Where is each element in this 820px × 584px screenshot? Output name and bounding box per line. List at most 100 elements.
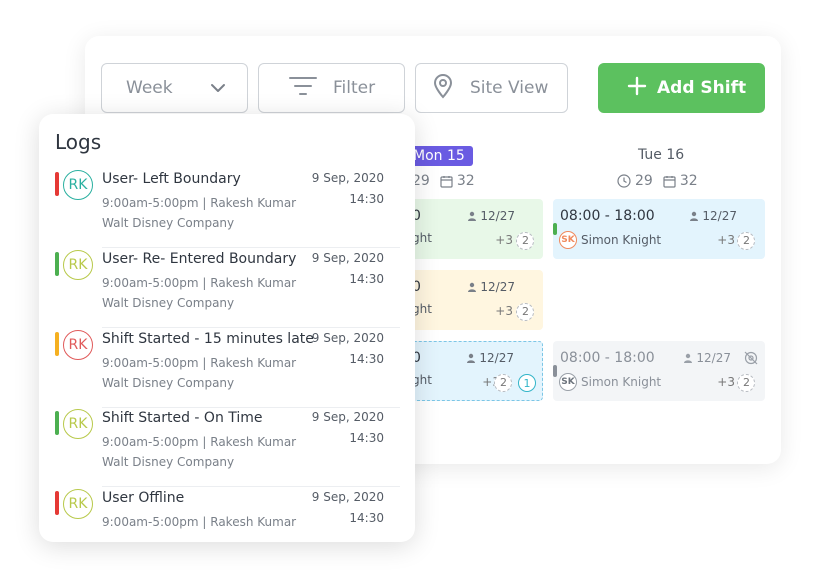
site-view-label: Site View [470, 78, 549, 98]
shift-person: SK Simon Knight [559, 373, 661, 391]
filter-label: Filter [333, 78, 376, 98]
extra-ring-value: 2 [743, 234, 750, 247]
shift-count: 12/27 [689, 209, 737, 223]
log-shift-info: 9:00am-5:00pm | Rakesh Kumar [102, 435, 297, 449]
shift-extra-count: +3 [717, 375, 735, 389]
filter-icon [289, 75, 317, 102]
status-indicator [55, 172, 59, 196]
shift-person-name: Simon Knight [581, 375, 662, 389]
no-location-icon [743, 350, 759, 370]
add-shift-label: Add Shift [657, 78, 747, 98]
shift-time: 08:00 - 18:00 [560, 208, 655, 224]
shift-card-tue-1[interactable]: 08:00 - 18:00 12/27 SK Simon Knight +3 2 [553, 199, 765, 259]
plus-icon [627, 76, 647, 101]
extra-ring-value: 2 [522, 234, 529, 247]
shift-count: 12/27 [467, 280, 515, 294]
status-indicator [55, 491, 59, 515]
week-dropdown-label: Week [126, 78, 173, 98]
log-title: Shift Started - On Time [102, 410, 263, 426]
log-company: Walt Disney Company [102, 455, 235, 469]
site-view-button[interactable]: Site View [415, 63, 568, 113]
log-item[interactable]: RK User Offline 9:00am-5:00pm | Rakesh K… [55, 487, 400, 537]
shift-count-value: 12/27 [702, 209, 737, 223]
log-shift-info: 9:00am-5:00pm | Rakesh Kumar [102, 356, 297, 370]
extra-ring-value: 2 [522, 305, 529, 318]
avatar: RK [63, 170, 93, 200]
log-company: Walt Disney Company [102, 216, 235, 230]
person-icon [467, 353, 476, 363]
log-time: 14:30 [349, 352, 384, 366]
shift-count-value: 12/27 [479, 351, 514, 365]
shift-time: 0 [412, 279, 421, 295]
shift-count-value: 12/27 [480, 209, 515, 223]
log-title: User- Re- Entered Boundary [102, 251, 297, 267]
status-stripe [553, 223, 557, 235]
extra-ring: 2 [494, 374, 512, 392]
log-shift-info: 9:00am-5:00pm | Rakesh Kumar [102, 515, 297, 529]
extra-ring: 2 [516, 303, 534, 321]
person-icon [468, 211, 477, 221]
avatar: SK [559, 231, 577, 249]
shift-person: ght [412, 231, 432, 245]
log-date: 9 Sep, 2020 [311, 410, 384, 424]
mon-hours: 29 [412, 173, 430, 189]
status-indicator [55, 332, 59, 356]
log-shift-info: 9:00am-5:00pm | Rakesh Kumar [102, 196, 297, 210]
logs-panel: Logs RK User- Left Boundary 9:00am-5:00p… [39, 114, 415, 542]
log-item[interactable]: RK Shift Started - On Time 9:00am-5:00pm… [55, 407, 400, 487]
chevron-down-icon [209, 79, 227, 102]
avatar: RK [63, 330, 93, 360]
log-company: Walt Disney Company [102, 376, 235, 390]
extra-ring: 2 [737, 232, 755, 250]
log-item[interactable]: RK User- Re- Entered Boundary 9:00am-5:0… [55, 248, 400, 328]
shift-count-value: 12/27 [480, 280, 515, 294]
logs-title: Logs [55, 130, 102, 154]
log-title: User Offline [102, 490, 185, 506]
mon-meta: 29 32 [412, 173, 485, 189]
person-icon [684, 353, 693, 363]
log-time: 14:30 [349, 272, 384, 286]
shift-count-value: 12/27 [696, 351, 731, 365]
status-indicator [55, 411, 59, 435]
notification-badge[interactable]: 1 [518, 374, 536, 392]
log-item[interactable]: RK User- Left Boundary 9:00am-5:00pm | R… [55, 168, 400, 248]
log-date: 9 Sep, 2020 [311, 331, 384, 345]
extra-ring-value: 2 [743, 376, 750, 389]
log-time: 14:30 [349, 192, 384, 206]
shift-card-tue-2[interactable]: 08:00 - 18:00 12/27 SK Simon Knight +3 2 [553, 341, 765, 401]
divider [102, 247, 400, 248]
shift-count: 12/27 [467, 209, 515, 223]
location-pin-icon [432, 73, 454, 104]
tue-meta: 29 32 [617, 173, 708, 189]
day-header-tue[interactable]: Tue 16 [638, 147, 685, 163]
calendar-icon [663, 175, 676, 188]
log-item[interactable]: RK Shift Started - 15 minutes late 9:00a… [55, 328, 400, 408]
shift-person: SK Simon Knight [559, 231, 661, 249]
filter-button[interactable]: Filter [258, 63, 405, 113]
person-icon [468, 282, 477, 292]
add-shift-button[interactable]: Add Shift [598, 63, 765, 113]
log-date: 9 Sep, 2020 [311, 490, 384, 504]
log-title: Shift Started - 15 minutes late [102, 331, 314, 347]
avatar: RK [63, 489, 93, 519]
status-stripe [553, 365, 557, 377]
divider [102, 407, 400, 408]
shift-extra-count: +3 [495, 304, 513, 318]
tue-hours: 29 [635, 173, 653, 189]
log-date: 9 Sep, 2020 [311, 171, 384, 185]
avatar: RK [63, 250, 93, 280]
avatar: RK [63, 409, 93, 439]
avatar: SK [559, 373, 577, 391]
day-header-mon[interactable]: Mon 15 [407, 146, 473, 166]
divider [102, 486, 400, 487]
shift-person-name: Simon Knight [581, 233, 662, 247]
shift-person: ght [412, 373, 432, 387]
clock-icon [617, 174, 631, 188]
log-company: Walt Disney Company [102, 296, 235, 310]
log-time: 14:30 [349, 511, 384, 525]
week-dropdown[interactable]: Week [101, 63, 248, 113]
person-icon [690, 211, 699, 221]
log-time: 14:30 [349, 431, 384, 445]
divider [102, 327, 400, 328]
